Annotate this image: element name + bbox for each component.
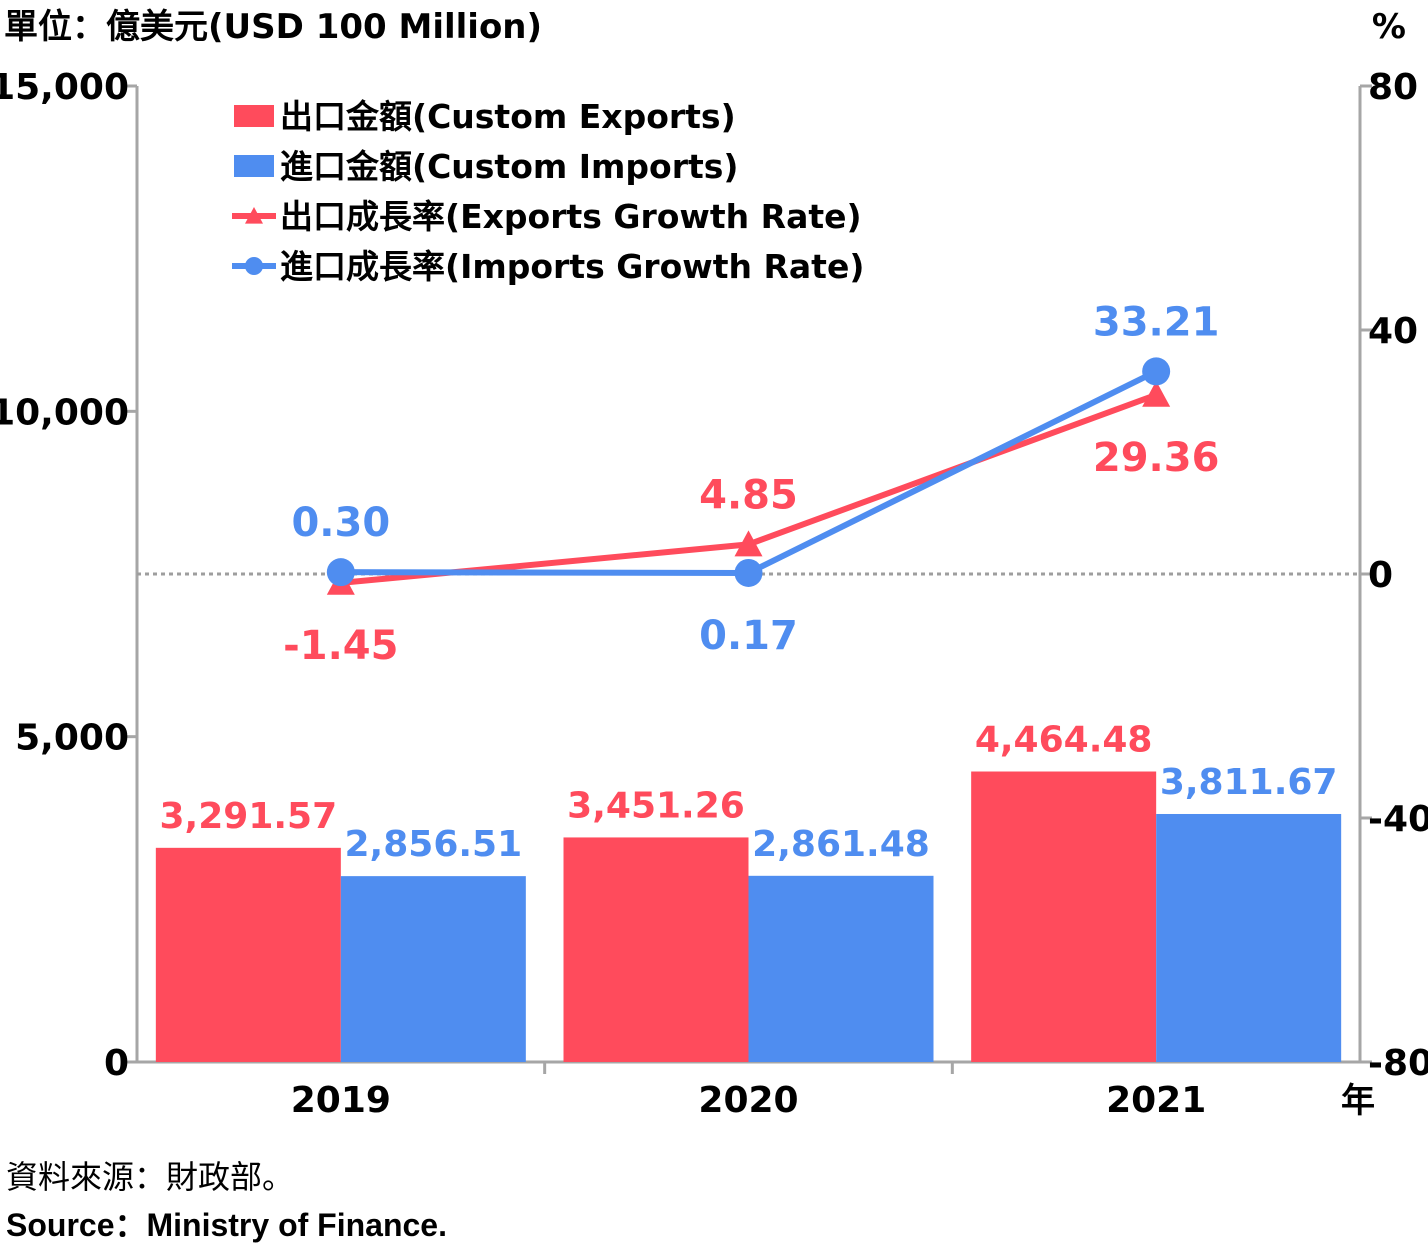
category-label: 2021	[1106, 1080, 1206, 1121]
bar-value-label: 3,451.26	[567, 785, 745, 826]
bar-value-label: 3,291.57	[160, 796, 338, 837]
left-tick-label: 5,000	[15, 718, 129, 759]
right-tick-label: -80	[1368, 1043, 1428, 1084]
right-tick-label: -40	[1368, 799, 1428, 840]
circle-marker	[734, 558, 763, 587]
left-unit-label: 單位：億美元(USD 100 Million)	[4, 7, 542, 47]
legend-entry-label: 進口金額(Custom Imports)	[280, 147, 739, 186]
legend: 出口金額(Custom Exports) 進口金額(Custom Imports)…	[232, 97, 864, 286]
right-tick-label: 40	[1368, 311, 1418, 352]
legend-circle-marker	[245, 257, 263, 275]
legend-entry-label: 出口成長率(Exports Growth Rate)	[280, 197, 862, 236]
left-tick-label: 10,000	[0, 392, 129, 433]
axes: 0 5,000 10,000 15,000 -80 -40 0 40 80 2019 2020 202…	[0, 7, 1428, 1121]
triangle-marker	[734, 530, 763, 557]
bar	[155, 847, 341, 1062]
bar-value-label: 2,861.48	[752, 824, 930, 865]
line-value-label: 4.85	[699, 472, 798, 518]
right-unit-label: %	[1372, 7, 1406, 47]
bar	[1156, 813, 1342, 1062]
legend-swatch-bar	[234, 105, 274, 127]
right-tick-label: 80	[1368, 67, 1418, 108]
bar	[340, 876, 526, 1062]
circle-marker	[1142, 357, 1171, 386]
right-tick-label: 0	[1368, 555, 1393, 596]
legend-triangle-marker	[245, 207, 263, 224]
circle-marker	[326, 558, 355, 587]
line-value-label: 0.17	[699, 613, 798, 659]
source-note-english: Source：Ministry of Finance.	[6, 1207, 447, 1243]
line-value-label: -1.45	[283, 623, 398, 669]
growth-lines	[326, 357, 1171, 595]
bar	[563, 837, 749, 1062]
legend-entry-label: 出口金額(Custom Exports)	[280, 97, 736, 136]
bars	[155, 771, 1342, 1062]
left-tick-label: 0	[104, 1043, 129, 1084]
legend-entry-label: 進口成長率(Imports Growth Rate)	[280, 247, 864, 286]
left-tick-label: 15,000	[0, 67, 129, 108]
legend-swatch-bar	[234, 155, 274, 177]
bar	[748, 875, 934, 1062]
line-value-label: 33.21	[1093, 299, 1220, 345]
bar-value-label: 4,464.48	[975, 720, 1153, 761]
bar-value-label: 3,811.67	[1160, 762, 1338, 803]
x-unit-label: 年	[1341, 1081, 1375, 1121]
triangle-marker	[1142, 380, 1171, 407]
category-label: 2020	[698, 1080, 798, 1121]
line-value-label: 0.30	[291, 500, 390, 546]
bar	[971, 771, 1157, 1062]
source-note-chinese: 資料來源：財政部。	[6, 1158, 295, 1196]
data-labels: 3,291.57 3,451.26 4,464.48 2,856.51 2,861.48…	[160, 299, 1338, 865]
category-label: 2019	[291, 1080, 391, 1121]
line-value-label: 29.36	[1093, 435, 1220, 481]
bar-value-label: 2,856.51	[345, 824, 523, 865]
trade-chart: 0 5,000 10,000 15,000 -80 -40 0 40 80 2019 2020 202…	[0, 7, 1428, 1121]
